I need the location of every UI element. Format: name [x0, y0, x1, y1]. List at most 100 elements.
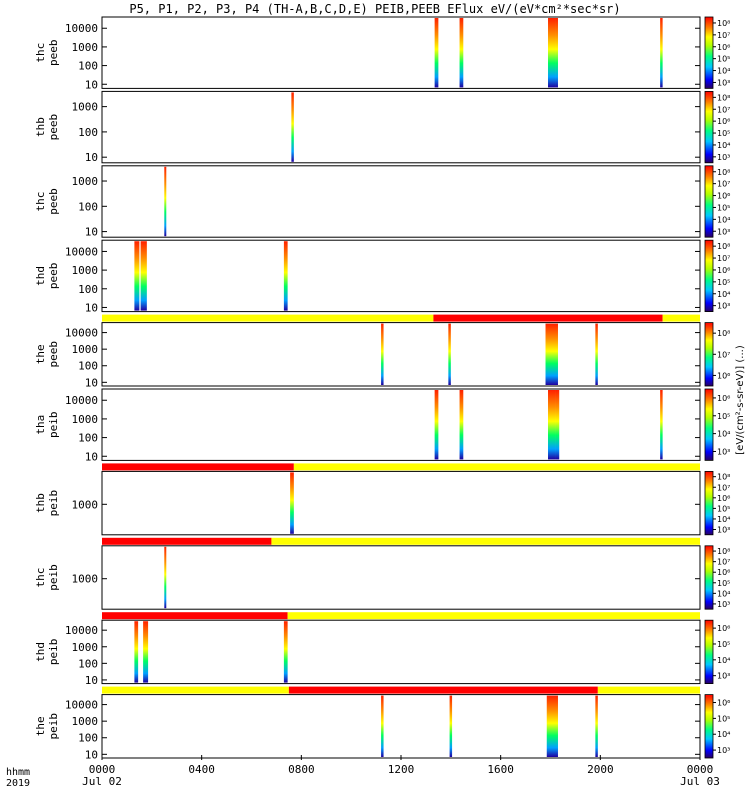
panel-instrument-label: peib	[47, 411, 60, 438]
panel-probe-label: the	[34, 344, 47, 364]
colorbar-tick-label: 10⁶	[717, 624, 730, 633]
data-burst	[164, 166, 167, 237]
colorbar-tick-label: 10³	[717, 447, 730, 456]
colorbar-tick-label: 10⁶	[717, 494, 730, 503]
colorbar-tick-label: 10⁶	[717, 266, 730, 275]
data-burst	[459, 390, 464, 460]
data-burst	[449, 695, 453, 757]
colorbar	[704, 239, 714, 312]
colorbar-tick-label: 10³	[717, 78, 730, 87]
panel-probe-label: thd	[34, 642, 47, 662]
mode-bar-segment	[293, 463, 700, 471]
y-tick-label: 1000	[72, 41, 99, 54]
y-tick-label: 10	[85, 450, 98, 463]
colorbar-tick-label: 10⁵	[717, 504, 730, 513]
data-burst	[164, 546, 167, 609]
colorbar-tick-label: 10⁵	[717, 55, 730, 64]
colorbar-tick-label: 10⁶	[717, 371, 730, 380]
panel-thd-peeb: 10 100 1000 10000 thd peeb 10³ 10⁴ 10⁵ 10⁶ 10⁷ 10⁸	[34, 239, 730, 314]
colorbar-tick-label: 10⁶	[717, 43, 730, 52]
panel-frame	[101, 470, 701, 536]
x-tick-label: 1600	[487, 763, 514, 776]
data-burst	[546, 695, 558, 757]
data-burst	[555, 390, 560, 460]
y-tick-label: 100	[78, 657, 98, 670]
data-burst	[555, 18, 558, 88]
colorbar-tick-label: 10³	[717, 526, 730, 535]
panel-frame	[101, 619, 701, 685]
colorbar-tick-label: 10⁷	[717, 350, 730, 359]
data-burst	[291, 92, 294, 162]
panel-probe-label: thc	[34, 192, 47, 212]
y-tick-label: 10	[85, 674, 98, 687]
x-tick-date-label: Jul 02	[82, 775, 122, 788]
colorbar-tick-label: 10⁵	[717, 278, 730, 287]
data-burst	[459, 18, 464, 88]
y-tick-label: 10	[85, 301, 98, 314]
panel-instrument-label: peeb	[47, 114, 60, 141]
colorbar-tick-label: 10⁴	[717, 430, 730, 439]
colorbar-tick-label: 10⁷	[717, 180, 730, 189]
data-burst	[381, 323, 384, 385]
mode-bar-segment	[597, 686, 700, 694]
y-tick-label: 1000	[72, 175, 99, 188]
panel-frame	[101, 90, 701, 164]
colorbar-tick-label: 10⁶	[717, 394, 730, 403]
data-burst	[595, 695, 598, 757]
colorbar	[704, 388, 714, 461]
panel-instrument-label: peib	[47, 639, 60, 666]
panel-instrument-label: peeb	[47, 188, 60, 215]
colorbar-tick-label: 10⁴	[717, 141, 730, 150]
colorbar-tick-label: 10⁵	[717, 640, 730, 649]
y-tick-label: 1000	[72, 264, 99, 277]
data-burst	[434, 390, 439, 460]
colorbar-tick-label: 10⁴	[717, 290, 730, 299]
panel-probe-label: thc	[34, 43, 47, 63]
panel-frame	[101, 165, 701, 238]
colorbar	[704, 91, 714, 164]
x-tick-date-label: Jul 03	[680, 775, 720, 788]
mode-bar-segment	[662, 314, 700, 322]
y-tick-label: 1000	[72, 101, 99, 114]
y-tick-label: 100	[78, 360, 98, 373]
colorbar-tick-label: 10⁸	[717, 473, 730, 482]
panel-probe-label: thd	[34, 266, 47, 286]
mode-bar-segment	[102, 463, 294, 471]
y-tick-label: 100	[78, 432, 98, 445]
colorbar-tick-label: 10⁴	[717, 730, 730, 739]
colorbar-tick-label: 10⁵	[717, 579, 730, 588]
colorbar-tick-label: 10⁸	[717, 93, 730, 102]
y-tick-label: 1000	[72, 498, 99, 511]
colorbar-tick-label: 10³	[717, 302, 730, 311]
colorbar	[704, 16, 714, 89]
colorbar-tick-label: 10⁷	[717, 483, 730, 492]
data-burst	[283, 621, 288, 683]
data-burst	[548, 390, 556, 460]
colorbar-tick-label: 10⁴	[717, 515, 730, 524]
data-burst	[660, 18, 663, 88]
panel-instrument-label: peib	[47, 713, 60, 740]
data-burst	[548, 18, 556, 88]
colorbar-tick-label: 10³	[717, 153, 730, 162]
data-burst	[134, 621, 139, 683]
x-tick-label: 0400	[188, 763, 215, 776]
panel-instrument-label: peib	[47, 564, 60, 591]
y-tick-label: 100	[78, 60, 98, 73]
panel-frame	[101, 388, 701, 461]
y-tick-label: 10	[85, 748, 98, 761]
x-tick-label: 1200	[388, 763, 415, 776]
y-tick-label: 10	[85, 376, 98, 389]
colorbar	[704, 165, 714, 238]
colorbar-tick-label: 10⁵	[717, 129, 730, 138]
colorbar-tick-label: 10⁴	[717, 656, 730, 665]
year-label: 2019	[6, 778, 31, 789]
panel-probe-label: tha	[34, 415, 47, 435]
mode-bar-segment	[288, 686, 598, 694]
data-burst	[290, 472, 294, 534]
data-burst	[595, 323, 598, 385]
panel-thd-peib: 10 100 1000 10000 thd peib 10³ 10⁴ 10⁵ 10⁶	[34, 612, 730, 687]
data-burst	[143, 621, 149, 683]
colorbar	[704, 619, 714, 685]
